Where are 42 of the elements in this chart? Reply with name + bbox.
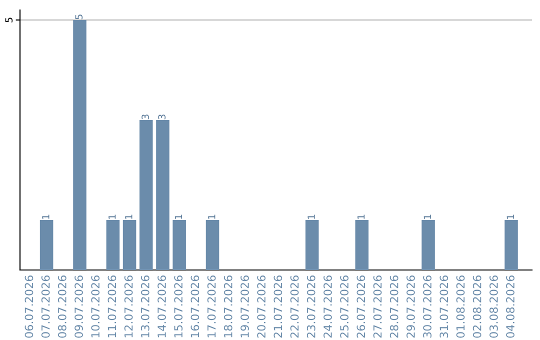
data-label: 3 bbox=[158, 114, 166, 120]
x-tick-label: 09.07.2026 bbox=[74, 276, 83, 338]
data-label: 1 bbox=[308, 214, 315, 219]
x-tick-label: 28.07.2026 bbox=[390, 276, 398, 338]
x-tick-label: 19.07.2026 bbox=[240, 276, 249, 338]
x-tick-label: 06.07.2026 bbox=[24, 276, 34, 338]
data-label: 1 bbox=[108, 214, 116, 219]
x-tick-label: 07.07.2026 bbox=[41, 276, 50, 338]
x-tick-label: 01.08.2026 bbox=[456, 276, 465, 338]
x-tick-label: 17.07.2026 bbox=[207, 276, 216, 338]
x-tick-label: 27.07.2026 bbox=[373, 276, 382, 338]
x-tick-label: 23.07.2026 bbox=[306, 276, 316, 338]
data-label: 3 bbox=[142, 114, 149, 120]
x-tick-label: 30.07.2026 bbox=[423, 276, 432, 338]
x-tick-label: 22.07.2026 bbox=[290, 276, 299, 338]
data-label: 1 bbox=[125, 214, 132, 219]
x-tick-label: 25.07.2026 bbox=[340, 276, 349, 338]
x-tick-label: 29.07.2026 bbox=[406, 276, 415, 338]
x-tick-label: 03.08.2026 bbox=[489, 276, 498, 338]
x-tick-label: 31.07.2026 bbox=[440, 276, 448, 338]
data-label: 1 bbox=[174, 214, 182, 219]
x-tick-label: 08.07.2026 bbox=[58, 276, 66, 338]
x-tick-label: 18.07.2026 bbox=[224, 276, 232, 338]
x-tick-label: 13.07.2026 bbox=[140, 276, 150, 338]
x-tick-label: 04.08.2026 bbox=[506, 276, 514, 338]
x-tick-label: 21.07.2026 bbox=[274, 276, 282, 338]
x-tick-label: 14.07.2026 bbox=[158, 276, 166, 338]
data-label: 1 bbox=[42, 214, 50, 219]
x-tick-label: 02.08.2026 bbox=[472, 276, 482, 338]
x-tick-label: 10.07.2026 bbox=[91, 276, 100, 338]
data-label: 5 bbox=[75, 14, 83, 20]
x-tick-label: 12.07.2026 bbox=[124, 276, 133, 338]
data-label: 1 bbox=[357, 214, 365, 219]
data-label: 1 bbox=[506, 214, 514, 219]
data-label: 1 bbox=[424, 214, 431, 219]
x-tick-label: 26.07.2026 bbox=[356, 276, 366, 338]
x-tick-label: 11.07.2026 bbox=[108, 276, 116, 338]
data-label: 1 bbox=[208, 214, 216, 219]
x-tick-label: 24.07.2026 bbox=[324, 276, 332, 338]
x-tick-label: 16.07.2026 bbox=[190, 276, 200, 338]
x-tick-label: 15.07.2026 bbox=[174, 276, 183, 338]
x-tick-label: 20.07.2026 bbox=[257, 276, 266, 338]
